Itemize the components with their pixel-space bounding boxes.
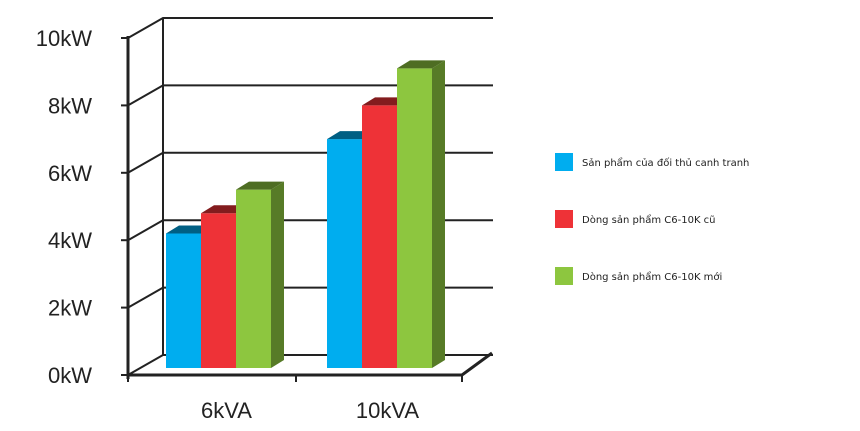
bar-top-face [236,181,284,190]
legend-swatch [555,153,573,171]
legend-item: Sản phẩm của đối thủ canh tranh [555,153,749,171]
bar [236,181,284,368]
bar-front-face [362,105,397,369]
y-tick-label: 6kW [48,161,92,186]
y-tick-labels: 0kW 2kW 4kW 6kW 8kW 10kW [36,26,92,388]
x-category-labels: 6kVA 10kVA [201,398,419,423]
legend-swatch [555,267,573,285]
bar-front-face [201,213,236,368]
legend-label: Sản phẩm của đối thủ canh tranh [582,156,749,169]
legend-item: Dòng sản phẩm C6-10K mới [555,267,722,285]
bar [397,60,445,368]
x-category-label: 10kVA [356,398,420,423]
legend: Sản phẩm của đối thủ canh tranh Dòng sản … [555,153,749,285]
bar-front-face [397,68,432,368]
y-tick-label: 2kW [48,296,92,321]
legend-label: Dòng sản phẩm C6-10K mới [582,270,722,283]
y-tick-label: 4kW [48,228,92,253]
y-tick-label: 8kW [48,93,92,118]
gridline [127,17,493,39]
bars-layer [166,60,445,369]
bar-front-face [327,139,362,368]
bar-front-face [166,233,201,368]
bar-side-face [432,60,445,368]
bar-front-face [236,189,271,368]
y-tick-label: 10kW [36,26,92,51]
legend-swatch [555,210,573,228]
bar-side-face [271,181,284,368]
bar-top-face [397,60,445,69]
axis-layer [121,18,493,382]
x-category-label: 6kVA [201,398,252,423]
legend-item: Dòng sản phẩm C6-10K cũ [555,210,716,228]
y-tick-label: 0kW [48,363,92,388]
legend-label: Dòng sản phẩm C6-10K cũ [582,213,716,226]
